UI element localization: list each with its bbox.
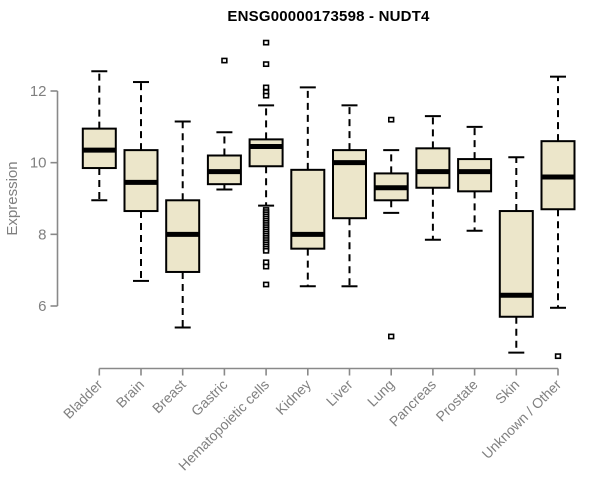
y-axis-title: Expression [4,161,21,235]
x-tick-label: Bladder [60,376,106,422]
box-breast [165,120,201,329]
box-gastric [206,57,242,191]
iqr-box [415,147,451,189]
iqr-box [248,138,284,168]
x-tick-label: Breast [149,376,189,416]
x-tick-label: Kidney [272,376,314,418]
box-pancreas [415,115,451,241]
box-lung [373,116,409,340]
outlier-point [262,61,270,68]
box-brain [123,81,159,282]
box-liver [332,104,367,288]
x-tick-label: Liver [323,376,356,409]
outlier-point [262,263,270,270]
box-unknown-other [540,75,576,360]
y-tick-label: 8 [38,226,46,243]
box-bladder [81,70,117,202]
x-tick-label: Prostate [433,376,481,424]
box-prostate [457,125,493,232]
x-tick-label: Lung [364,376,397,409]
outlier-point [262,281,270,288]
iqr-box [457,158,493,193]
outlier-point [387,116,395,123]
x-tick-label: Brain [113,376,147,410]
outlier-point [554,353,562,360]
y-axis: 6 8 10 12 [30,83,59,315]
box-skin [498,156,534,354]
y-tick-label: 6 [38,298,46,315]
outlier-point [387,333,395,340]
iqr-box [498,210,534,318]
outlier-point [221,57,228,64]
chart-title: ENSG00000173598 - NUDT4 [227,8,430,25]
box-hematopoietic-cells [248,39,284,288]
box-kidney [290,86,326,288]
outlier-point [262,92,270,99]
x-tick-label: Unknown / Other [479,376,565,462]
iqr-box [290,168,326,250]
outlier-point [262,84,270,91]
y-tick-label: 10 [30,155,47,172]
outlier-point [262,247,270,254]
x-tick-label: Skin [492,376,523,407]
outlier-point [262,39,270,46]
y-tick-label: 12 [30,83,47,100]
